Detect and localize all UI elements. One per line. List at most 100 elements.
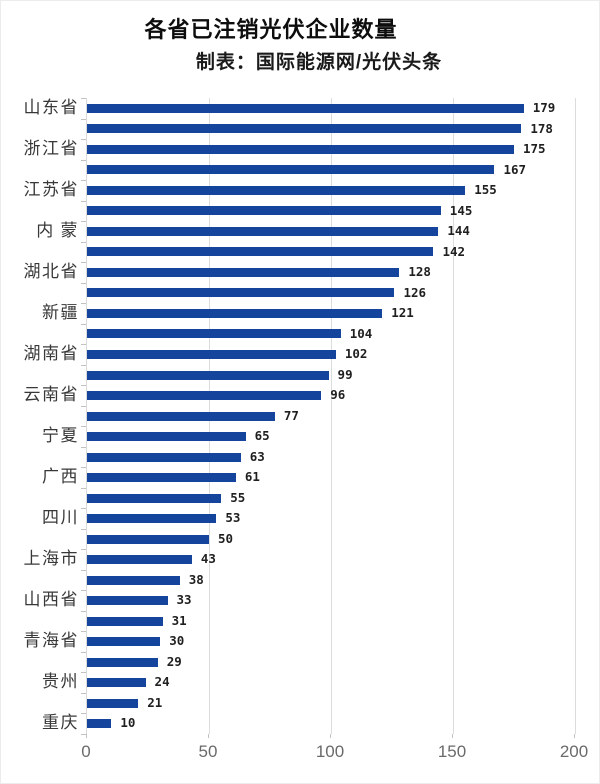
category-axis-tick: [81, 200, 86, 202]
bar-row: 21: [87, 693, 575, 714]
category-axis-tick: [81, 180, 86, 182]
category-axis-tick: [81, 610, 86, 612]
bar-row: 43 上海市: [24, 549, 575, 570]
value-label: 65: [254, 428, 270, 444]
bar: [87, 247, 434, 257]
bar: [87, 144, 514, 154]
bar: [87, 124, 522, 134]
value-label: 31: [171, 612, 187, 628]
category-axis-tick: [81, 549, 86, 551]
bar-row: 104: [87, 324, 575, 345]
x-axis-label: 100: [315, 742, 345, 761]
category-axis-tick: [81, 446, 86, 448]
value-label: 30: [169, 633, 185, 649]
value-label: 179: [532, 100, 556, 115]
bar-row: 50: [87, 529, 575, 550]
bar: [87, 616, 163, 626]
value-label: 167: [503, 161, 527, 177]
bar-row: 178: [87, 119, 575, 140]
value-axis-tick: [452, 734, 453, 738]
category-axis-tick: [81, 303, 86, 305]
value-label: 10: [120, 715, 136, 731]
value-label: 102: [344, 346, 368, 362]
bar: [87, 596, 168, 606]
category-label: 上海市: [23, 549, 79, 569]
category-label: 浙江省: [23, 139, 79, 159]
category-axis-tick: [81, 364, 86, 366]
bar-row: 144 内 蒙: [36, 221, 575, 242]
x-axis-label: 0: [81, 742, 91, 761]
category-label: 湖北省: [23, 262, 79, 282]
plot-area: 179 山东省 178 175 浙江省 167 155 江苏省 145 144 内 蒙 142 128 湖…: [24, 98, 576, 734]
category-axis-tick: [81, 692, 86, 694]
bar: [87, 473, 236, 483]
bar: [87, 534, 209, 544]
value-label: 99: [337, 366, 353, 382]
category-label: 四川: [42, 508, 79, 528]
category-label: 宁夏: [42, 426, 79, 446]
value-label: 178: [530, 120, 553, 136]
bar-row: 77: [87, 406, 575, 427]
category-label: 新疆: [42, 303, 79, 323]
category-axis-tick: [81, 713, 86, 715]
bar: [87, 391, 322, 401]
bar-row: 99: [87, 365, 575, 386]
value-label: 96: [330, 387, 346, 403]
value-label: 38: [188, 571, 204, 587]
category-axis-tick: [81, 651, 86, 653]
bar: [87, 370, 329, 380]
bar: [87, 555, 192, 565]
bar: [87, 719, 112, 729]
value-axis-tick: [86, 734, 87, 738]
bar: [87, 226, 439, 236]
bar: [87, 185, 466, 195]
bar-row: 30 青海省: [24, 631, 575, 652]
bar-row: 65 宁夏: [42, 426, 575, 447]
bar: [87, 308, 383, 318]
value-axis-tick: [330, 734, 331, 738]
bar-row: 38: [87, 570, 575, 591]
bar: [87, 349, 336, 359]
bar-row: 126: [87, 283, 575, 304]
bar: [87, 514, 217, 524]
value-label: 77: [283, 407, 299, 423]
bar: [87, 103, 524, 113]
bar-row: 10 重庆: [42, 713, 575, 734]
chart-title: 各省已注销光伏企业数量: [144, 17, 398, 42]
value-label: 145: [449, 202, 473, 218]
bar: [87, 657, 158, 667]
category-label: 贵州: [42, 672, 79, 692]
bar: [87, 206, 441, 216]
value-label: 155: [474, 182, 497, 198]
chart-subtitle: 制表：国际能源网/光伏头条: [195, 52, 443, 73]
category-axis-tick: [81, 590, 86, 592]
bar-row: 53 四川: [42, 508, 575, 529]
bar: [87, 575, 180, 585]
bar-row: 142: [87, 242, 575, 263]
bar-row: 179 山东省: [24, 98, 575, 119]
value-label: 63: [249, 448, 265, 464]
gridline: [330, 98, 332, 734]
value-axis-tick: [574, 734, 575, 738]
category-axis-tick: [81, 426, 86, 428]
bar-row: 167: [87, 160, 575, 181]
value-label: 126: [403, 284, 427, 300]
bar-row: 61 广西: [42, 467, 575, 488]
bar-row: 175 浙江省: [24, 139, 575, 160]
category-axis-tick: [81, 528, 86, 530]
category-label: 湖南省: [23, 344, 79, 364]
value-label: 53: [225, 510, 241, 526]
category-label: 重庆: [42, 713, 79, 733]
category-axis-tick: [81, 118, 86, 120]
x-axis-label: 200: [559, 742, 589, 761]
bar: [87, 678, 146, 688]
bar-row: 102 湖南省: [24, 344, 575, 365]
category-axis-tick: [81, 221, 86, 223]
category-axis-tick: [81, 487, 86, 489]
value-label: 175: [523, 141, 546, 157]
value-label: 50: [218, 530, 234, 546]
value-label: 24: [154, 674, 170, 690]
bar: [87, 165, 495, 175]
category-label: 云南省: [23, 385, 79, 405]
